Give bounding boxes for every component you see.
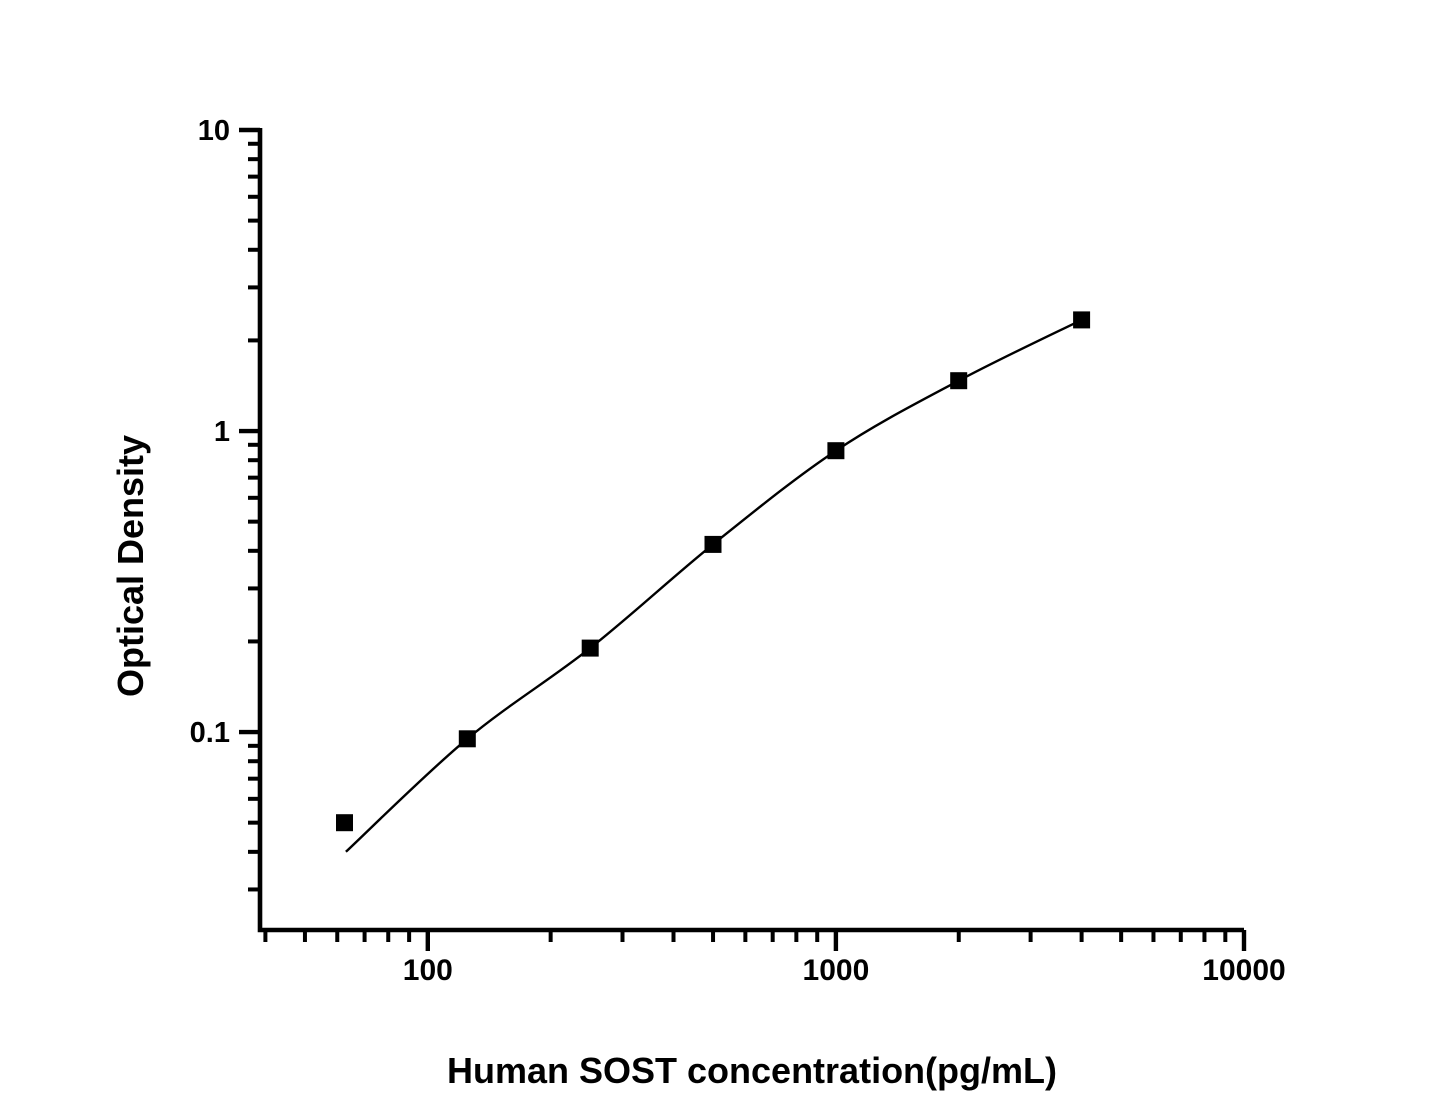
x-axis-title: Human SOST concentration(pg/mL) <box>446 1050 1058 1091</box>
y-axis-ticks <box>239 127 260 892</box>
data-series-standards <box>336 311 1091 832</box>
data-point-marker <box>1073 311 1091 329</box>
x-axis-ticks <box>263 930 1247 951</box>
x-tick-label: 10000 <box>1202 954 1285 987</box>
data-point-marker <box>458 730 476 748</box>
data-point-marker <box>581 639 599 657</box>
data-point-marker <box>336 814 353 832</box>
x-tick-labels: 100 1000 10000 <box>403 954 1286 987</box>
y-tick-label: 0.1 <box>190 717 230 749</box>
data-point-marker <box>950 372 968 390</box>
x-tick-label: 1000 <box>803 954 870 987</box>
y-tick-label: 10 <box>198 115 230 147</box>
data-point-marker <box>827 442 845 460</box>
y-tick-labels: 10 1 0.1 <box>190 115 230 749</box>
data-point-marker <box>704 535 722 553</box>
axes <box>239 127 1247 951</box>
y-axis-title: Optical Density <box>110 434 151 698</box>
fit-curve-line <box>345 318 1083 853</box>
y-tick-label: 1 <box>214 416 230 448</box>
axis-frame <box>257 128 1244 933</box>
x-tick-label: 100 <box>403 954 453 987</box>
